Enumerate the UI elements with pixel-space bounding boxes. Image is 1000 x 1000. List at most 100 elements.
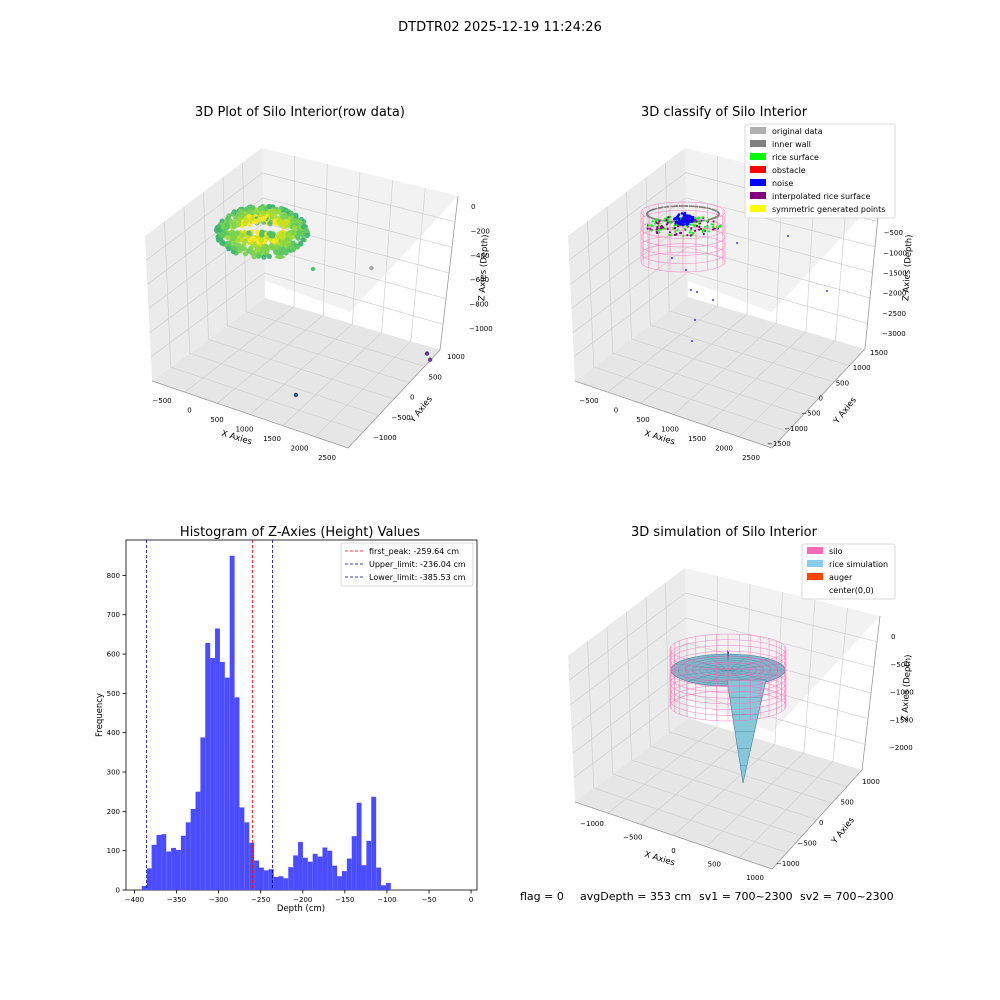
x-tick-label: 0 <box>614 407 618 415</box>
cloud-point <box>297 219 303 225</box>
histogram-bar <box>205 643 211 890</box>
panel2-ylabel: Y Axies <box>831 395 859 427</box>
surface-point <box>713 227 716 230</box>
panel2-title: 3D classify of Silo Interior <box>641 105 808 120</box>
surface-point <box>703 225 707 228</box>
x-tick-label: −500 <box>152 397 171 405</box>
gridline <box>570 617 875 705</box>
axis-line <box>861 615 881 771</box>
surface-point <box>646 227 649 230</box>
y-tick-label: 700 <box>107 611 120 619</box>
axis-line <box>864 195 881 350</box>
inner-wall-point <box>715 209 717 212</box>
x-tick-label: −200 <box>293 896 312 904</box>
inner-wall-point <box>683 205 685 207</box>
surface-point <box>673 227 677 230</box>
noise-point <box>712 299 714 301</box>
panel4-3d-box <box>568 568 881 870</box>
legend-frame <box>340 542 474 587</box>
noise-point <box>690 217 693 221</box>
rice-surface-mesh <box>687 669 729 682</box>
surface-point <box>698 225 701 228</box>
cloud-point <box>236 222 242 228</box>
inner-wall-point <box>651 217 654 220</box>
surface-point <box>702 229 705 232</box>
surface-point <box>689 223 692 226</box>
y-tick-label: 500 <box>107 690 120 698</box>
cloud-point <box>220 240 226 246</box>
y-tick-label: 100 <box>107 847 120 855</box>
histogram-bar <box>322 847 328 890</box>
surface-point <box>686 234 689 237</box>
surface-point <box>677 225 680 228</box>
y-tick-label: −1000 <box>776 860 800 868</box>
noise-point <box>686 215 690 219</box>
noise-point <box>826 290 828 292</box>
z-tick-label: −2500 <box>882 310 906 318</box>
legend-label: Upper_limit: -236.04 cm <box>369 560 466 569</box>
histogram-bar <box>337 876 342 890</box>
rice-surface-mesh <box>675 669 729 677</box>
legend-label: center(0,0) <box>829 586 874 595</box>
legend-frame <box>801 543 896 600</box>
box-left-pane <box>568 148 688 381</box>
z-tick-label: −2000 <box>889 744 913 752</box>
inner-wall-point <box>717 211 719 214</box>
z-tick-label: 0 <box>471 203 475 211</box>
cloud-point <box>292 224 298 230</box>
surface-point <box>665 219 668 222</box>
cloud-point <box>294 244 300 250</box>
surface-point <box>682 234 685 237</box>
inner-wall-point <box>702 219 705 222</box>
cloud-point <box>281 224 287 230</box>
panel4-tick-labels: −1000 −500 0 500 1000 −1000 −500 0 500 1000 0 −500 −… <box>580 633 914 882</box>
noise-point <box>680 212 684 215</box>
inner-wall-point <box>685 205 688 207</box>
legend-swatch <box>807 586 823 593</box>
noise-point <box>677 218 681 221</box>
surface-point <box>651 225 654 228</box>
x-tick-label: 1000 <box>746 874 764 882</box>
y-tick-label: 500 <box>841 799 854 807</box>
noise-point <box>682 216 685 220</box>
y-tick-label: −1000 <box>373 434 397 442</box>
y-tick-label: 500 <box>429 373 442 381</box>
histogram-bar <box>244 822 250 890</box>
cloud-point <box>271 238 277 244</box>
inner-wall-point <box>701 206 704 209</box>
inner-wall-point <box>672 220 675 223</box>
surface-point <box>707 230 711 233</box>
surface-point <box>656 222 660 225</box>
x-tick-label: 1000 <box>661 426 679 434</box>
legend-label: auger <box>829 573 853 582</box>
cloud-point <box>237 248 243 254</box>
panel3-ylabel: Frequency <box>95 693 105 737</box>
inner-wall-point <box>660 206 662 209</box>
x-tick-label: −500 <box>579 397 598 405</box>
surface-point <box>689 231 692 234</box>
noise-point <box>684 217 687 220</box>
z-tick-label: −3000 <box>882 330 906 338</box>
z-tick-label: −400 <box>470 252 489 260</box>
cloud-point <box>270 233 276 239</box>
panel-3d-raw-data: 3D Plot of Silo Interior(row data) −500 0… <box>145 105 493 462</box>
histogram-bar <box>341 871 347 890</box>
x-tick-label: −150 <box>335 896 354 904</box>
cloud-point <box>253 219 259 225</box>
histogram-bar <box>215 628 220 890</box>
y-tick-label: −500 <box>801 410 820 418</box>
footer-sv2: sv2 = 700~2300 <box>800 890 894 903</box>
legend-swatch <box>807 560 823 567</box>
surface-point <box>696 224 699 228</box>
legend-label: first_peak: -259.64 cm <box>369 547 459 556</box>
x-tick-label: −100 <box>377 896 396 904</box>
legend-swatch <box>750 205 766 212</box>
surface-point <box>697 220 700 223</box>
legend-label: noise <box>772 179 793 188</box>
footer-avg-depth: avgDepth = 353 cm <box>580 890 691 903</box>
z-tick-label: −1000 <box>890 689 914 697</box>
panel4-zlabel: Z Axies (Depth) <box>900 654 913 721</box>
inner-wall-point <box>710 217 713 220</box>
cloud-point <box>290 240 296 246</box>
noise-point <box>685 269 687 271</box>
